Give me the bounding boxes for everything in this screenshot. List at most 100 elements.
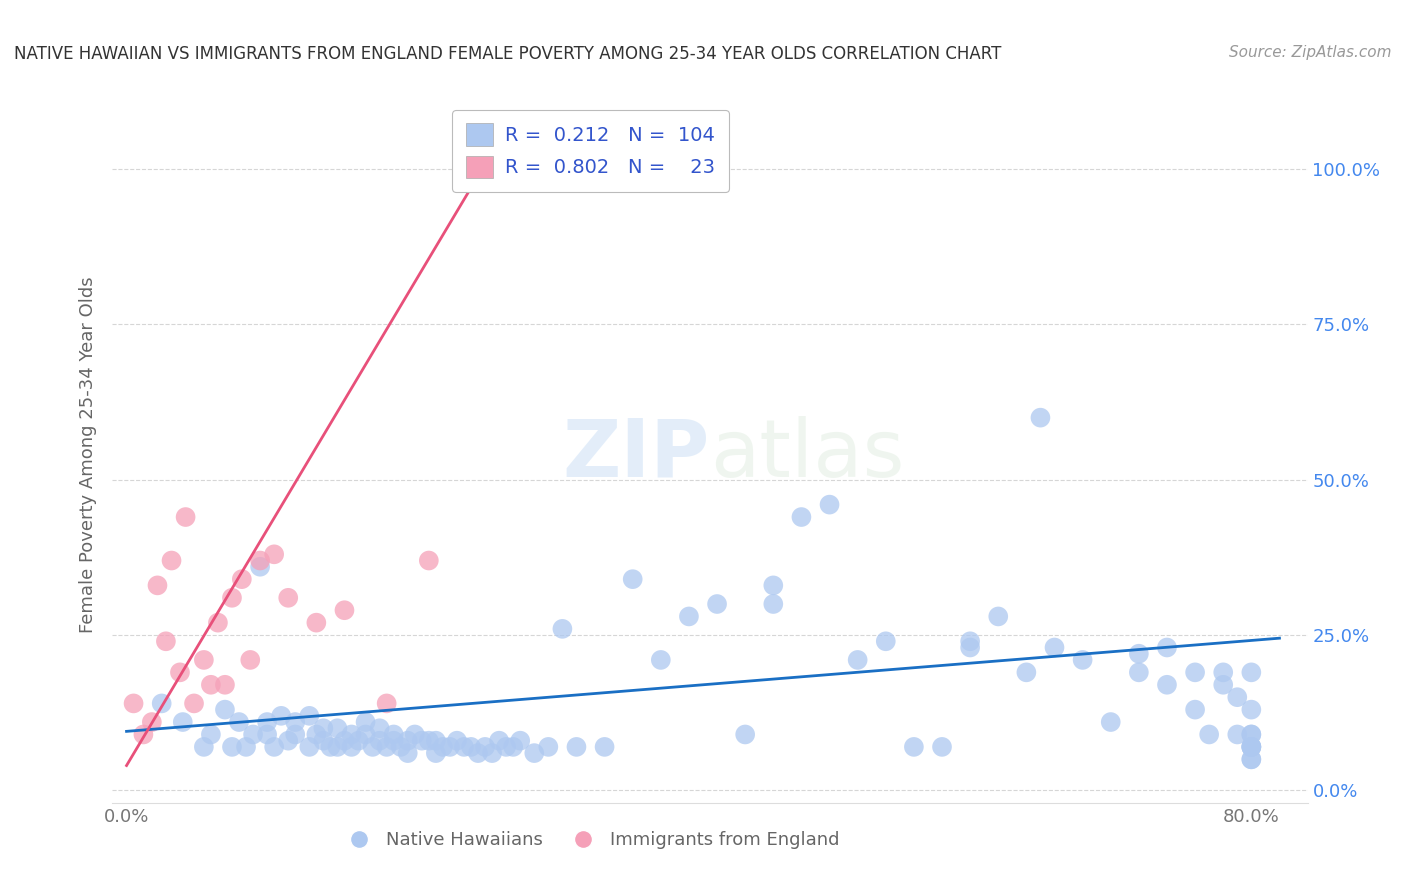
Point [488,733,510,747]
Point [425,733,447,747]
Point [1128,665,1150,680]
Point [263,739,285,754]
Point [446,733,468,747]
Point [509,733,531,747]
Point [404,727,426,741]
Point [1240,752,1263,766]
Point [396,746,419,760]
Point [762,578,785,592]
Point [333,603,356,617]
Point [467,746,489,760]
Point [284,727,307,741]
Point [319,739,342,754]
Point [903,739,925,754]
Point [1156,678,1178,692]
Point [235,739,257,754]
Point [122,697,145,711]
Point [565,739,588,754]
Point [418,553,440,567]
Point [762,597,785,611]
Point [214,703,236,717]
Text: atlas: atlas [710,416,904,494]
Point [193,653,215,667]
Point [207,615,229,630]
Point [593,739,616,754]
Point [418,733,440,747]
Point [1184,665,1206,680]
Point [141,714,163,729]
Point [382,727,405,741]
Text: ZIP: ZIP [562,416,710,494]
Point [256,714,278,729]
Point [439,739,461,754]
Point [875,634,897,648]
Point [368,733,391,747]
Point [1156,640,1178,655]
Point [502,739,524,754]
Point [846,653,869,667]
Text: Source: ZipAtlas.com: Source: ZipAtlas.com [1229,45,1392,60]
Point [200,727,222,741]
Point [221,739,243,754]
Point [453,739,475,754]
Point [146,578,169,592]
Point [221,591,243,605]
Point [1240,703,1263,717]
Point [1212,665,1234,680]
Point [551,622,574,636]
Point [474,739,496,754]
Point [1240,739,1263,754]
Point [172,714,194,729]
Point [326,739,349,754]
Point [389,739,412,754]
Point [333,733,356,747]
Point [375,697,398,711]
Point [277,733,299,747]
Point [242,727,264,741]
Point [818,498,841,512]
Legend: Native Hawaiians, Immigrants from England: Native Hawaiians, Immigrants from Englan… [335,824,846,856]
Point [214,678,236,692]
Point [340,739,363,754]
Point [305,615,328,630]
Point [382,733,405,747]
Y-axis label: Female Poverty Among 25-34 Year Olds: Female Poverty Among 25-34 Year Olds [79,277,97,633]
Point [432,739,454,754]
Point [1240,727,1263,741]
Point [678,609,700,624]
Point [460,739,482,754]
Point [425,746,447,760]
Point [1240,665,1263,680]
Point [354,727,377,741]
Point [174,510,197,524]
Point [340,727,363,741]
Point [987,609,1010,624]
Point [298,739,321,754]
Point [361,739,384,754]
Point [263,547,285,561]
Point [200,678,222,692]
Point [231,572,253,586]
Point [160,553,183,567]
Point [312,733,335,747]
Point [1240,739,1263,754]
Point [249,553,271,567]
Point [1198,727,1220,741]
Point [481,746,503,760]
Point [347,733,370,747]
Point [1128,647,1150,661]
Point [270,708,292,723]
Point [1071,653,1094,667]
Point [312,721,335,735]
Point [150,697,173,711]
Point [790,510,813,524]
Point [523,746,546,760]
Point [1240,752,1263,766]
Point [959,634,981,648]
Point [277,591,299,605]
Point [249,559,271,574]
Point [396,733,419,747]
Text: NATIVE HAWAIIAN VS IMMIGRANTS FROM ENGLAND FEMALE POVERTY AMONG 25-34 YEAR OLDS : NATIVE HAWAIIAN VS IMMIGRANTS FROM ENGLA… [14,45,1001,62]
Point [193,739,215,754]
Point [959,640,981,655]
